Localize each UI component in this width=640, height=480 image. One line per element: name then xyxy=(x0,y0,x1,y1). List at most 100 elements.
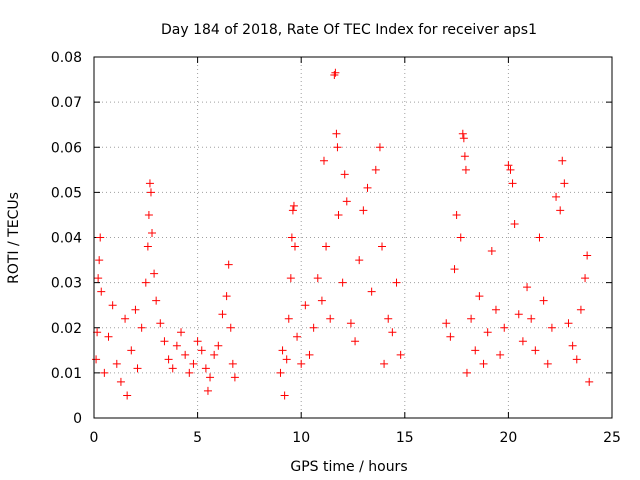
data-point xyxy=(338,278,347,287)
data-point xyxy=(222,292,231,301)
data-point xyxy=(332,129,341,138)
data-point xyxy=(152,296,161,305)
data-point xyxy=(276,368,285,377)
data-point xyxy=(450,265,459,274)
data-point xyxy=(288,206,297,215)
x-tick-label: 15 xyxy=(396,430,414,446)
data-point xyxy=(287,233,296,242)
data-point xyxy=(322,242,331,251)
data-point xyxy=(459,134,468,143)
y-tick-label: 0.03 xyxy=(51,276,82,292)
data-point xyxy=(313,274,322,283)
data-point xyxy=(392,278,401,287)
data-point xyxy=(367,287,376,296)
data-point xyxy=(197,346,206,355)
data-point xyxy=(331,68,340,77)
data-point xyxy=(218,310,227,319)
data-point xyxy=(396,350,405,359)
data-point xyxy=(342,197,351,206)
y-tick-label: 0.08 xyxy=(51,50,82,66)
x-tick-label: 25 xyxy=(603,430,621,446)
data-point xyxy=(108,301,117,310)
data-point xyxy=(363,183,372,192)
data-point xyxy=(284,314,293,323)
data-point xyxy=(319,156,328,165)
data-point xyxy=(177,328,186,337)
data-point xyxy=(145,179,154,188)
data-point xyxy=(289,201,298,210)
data-point xyxy=(371,165,380,174)
data-point xyxy=(504,161,513,170)
data-point xyxy=(500,323,509,332)
data-point xyxy=(479,359,488,368)
data-point xyxy=(301,301,310,310)
data-point xyxy=(226,323,235,332)
data-point xyxy=(380,359,389,368)
data-point xyxy=(305,350,314,359)
data-point xyxy=(531,346,540,355)
data-point xyxy=(518,337,527,346)
data-point xyxy=(141,278,150,287)
data-point xyxy=(471,346,480,355)
data-point xyxy=(446,332,455,341)
x-tick-label: 20 xyxy=(499,430,517,446)
data-point xyxy=(543,359,552,368)
data-point xyxy=(143,242,152,251)
data-point xyxy=(461,165,470,174)
data-point xyxy=(483,328,492,337)
x-tick-label: 0 xyxy=(90,430,99,446)
data-point xyxy=(552,192,561,201)
data-points xyxy=(92,68,594,400)
data-point xyxy=(150,269,159,278)
data-point xyxy=(133,364,142,373)
y-tick-label: 0 xyxy=(73,411,82,427)
data-point xyxy=(460,152,469,161)
data-point xyxy=(496,350,505,359)
data-point xyxy=(384,314,393,323)
data-point xyxy=(282,355,291,364)
data-point xyxy=(556,206,565,215)
data-point xyxy=(100,368,109,377)
x-tick-label: 10 xyxy=(292,430,310,446)
data-point xyxy=(112,359,121,368)
y-tick-label: 0.04 xyxy=(51,231,82,247)
data-point xyxy=(297,359,306,368)
data-point xyxy=(558,156,567,165)
data-point xyxy=(333,143,342,152)
data-point xyxy=(280,391,289,400)
data-point xyxy=(230,373,239,382)
gridlines xyxy=(94,57,612,418)
data-point xyxy=(168,364,177,373)
data-point xyxy=(510,219,519,228)
data-point xyxy=(131,305,140,314)
data-point xyxy=(527,314,536,323)
x-axis-title: GPS time / hours xyxy=(290,459,407,475)
data-point xyxy=(539,296,548,305)
data-point xyxy=(491,305,500,314)
data-point xyxy=(442,319,451,328)
tick-labels: 0 5 10 15 20 25 0 0.01 0.02 0.03 0.04 0.05 0.06 0.07 0… xyxy=(51,50,621,446)
data-point xyxy=(572,355,581,364)
data-point xyxy=(210,350,219,359)
data-point xyxy=(160,337,169,346)
data-point xyxy=(326,314,335,323)
data-point xyxy=(378,242,387,251)
data-point xyxy=(547,323,556,332)
data-point xyxy=(104,332,113,341)
data-point xyxy=(523,283,532,292)
data-point xyxy=(224,260,233,269)
data-point xyxy=(203,386,212,395)
data-point xyxy=(201,364,210,373)
data-point xyxy=(293,332,302,341)
data-point xyxy=(97,287,106,296)
data-point xyxy=(286,274,295,283)
data-point xyxy=(514,310,523,319)
data-point xyxy=(127,346,136,355)
y-axis-title: ROTI / TECUs xyxy=(6,192,22,284)
data-point xyxy=(462,368,471,377)
data-point xyxy=(156,319,165,328)
data-point xyxy=(121,314,130,323)
data-point xyxy=(452,210,461,219)
y-tick-label: 0.06 xyxy=(51,140,82,156)
